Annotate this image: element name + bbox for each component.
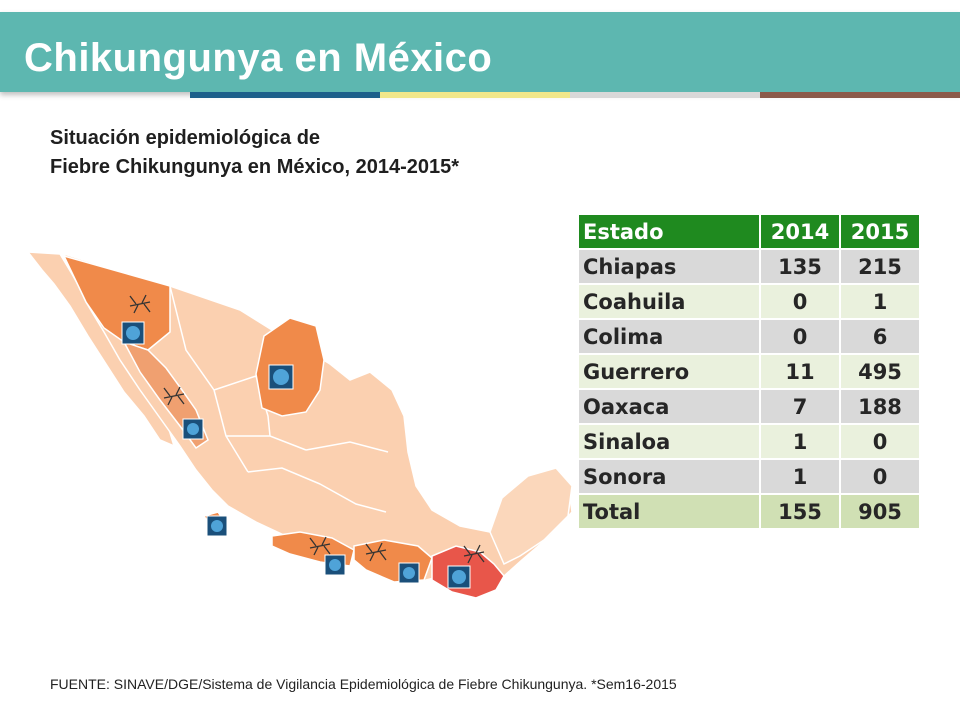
value-2015-cell: 0 — [839, 423, 921, 460]
virus-icon — [447, 565, 471, 589]
slide-subtitle: Situación epidemiológica de Fiebre Chiku… — [50, 124, 459, 182]
value-2015-cell: 1 — [839, 283, 921, 320]
state-cell: Chiapas — [577, 248, 761, 285]
total-2014-cell: 155 — [759, 493, 841, 530]
stripe-yellow — [380, 92, 570, 98]
state-cell: Oaxaca — [577, 388, 761, 425]
title-bar — [0, 12, 960, 92]
table-row: Sonora 1 0 — [577, 458, 921, 495]
virus-icon — [206, 515, 228, 537]
state-cell: Guerrero — [577, 353, 761, 390]
mosquito-icon — [163, 386, 185, 406]
yucatan-region — [489, 467, 573, 566]
header-2014: 2014 — [759, 213, 841, 250]
state-cell: Sonora — [577, 458, 761, 495]
table-row: Sinaloa 1 0 — [577, 423, 921, 460]
mosquito-icon — [463, 544, 485, 564]
table-row: Chiapas 135 215 — [577, 248, 921, 285]
value-2015-cell: 215 — [839, 248, 921, 285]
virus-icon — [121, 321, 145, 345]
total-label-cell: Total — [577, 493, 761, 530]
value-2014-cell: 1 — [759, 458, 841, 495]
header-2015: 2015 — [839, 213, 921, 250]
table-row: Colima 0 6 — [577, 318, 921, 355]
mosquito-icon — [129, 294, 151, 314]
header-estado: Estado — [577, 213, 761, 250]
value-2014-cell: 0 — [759, 318, 841, 355]
mexico-map — [26, 251, 573, 599]
table-header-row: Estado 2014 2015 — [577, 213, 921, 250]
stripe-blue — [190, 92, 380, 98]
table-row: Oaxaca 7 188 — [577, 388, 921, 425]
value-2014-cell: 0 — [759, 283, 841, 320]
value-2014-cell: 1 — [759, 423, 841, 460]
subtitle-line-2: Fiebre Chikungunya en México, 2014-2015* — [50, 156, 460, 178]
table-row: Guerrero 11 495 — [577, 353, 921, 390]
value-2015-cell: 495 — [839, 353, 921, 390]
state-cell: Coahuila — [577, 283, 761, 320]
value-2014-cell: 7 — [759, 388, 841, 425]
mosquito-icon — [309, 536, 331, 556]
value-2015-cell: 188 — [839, 388, 921, 425]
subtitle-line-1: Situación epidemiológica de — [50, 127, 321, 149]
value-2015-cell: 0 — [839, 458, 921, 495]
source-footer: FUENTE: SINAVE/DGE/Sistema de Vigilancia… — [50, 676, 677, 692]
value-2015-cell: 6 — [839, 318, 921, 355]
value-2014-cell: 11 — [759, 353, 841, 390]
virus-icon — [398, 562, 420, 584]
mosquito-icon — [365, 542, 387, 562]
stripe-gray — [570, 92, 760, 98]
virus-icon — [268, 364, 294, 390]
cases-table: Estado 2014 2015 Chiapas 135 215 Coahuil… — [577, 213, 921, 530]
virus-icon — [324, 554, 346, 576]
total-2015-cell: 905 — [839, 493, 921, 530]
virus-icon — [182, 418, 204, 440]
state-cell: Sinaloa — [577, 423, 761, 460]
stripe-brown — [760, 92, 960, 98]
state-cell: Colima — [577, 318, 761, 355]
table-row: Coahuila 0 1 — [577, 283, 921, 320]
map-base — [26, 251, 573, 585]
value-2014-cell: 135 — [759, 248, 841, 285]
table-total-row: Total 155 905 — [577, 493, 921, 530]
page-title: Chikungunya en México — [24, 36, 493, 80]
